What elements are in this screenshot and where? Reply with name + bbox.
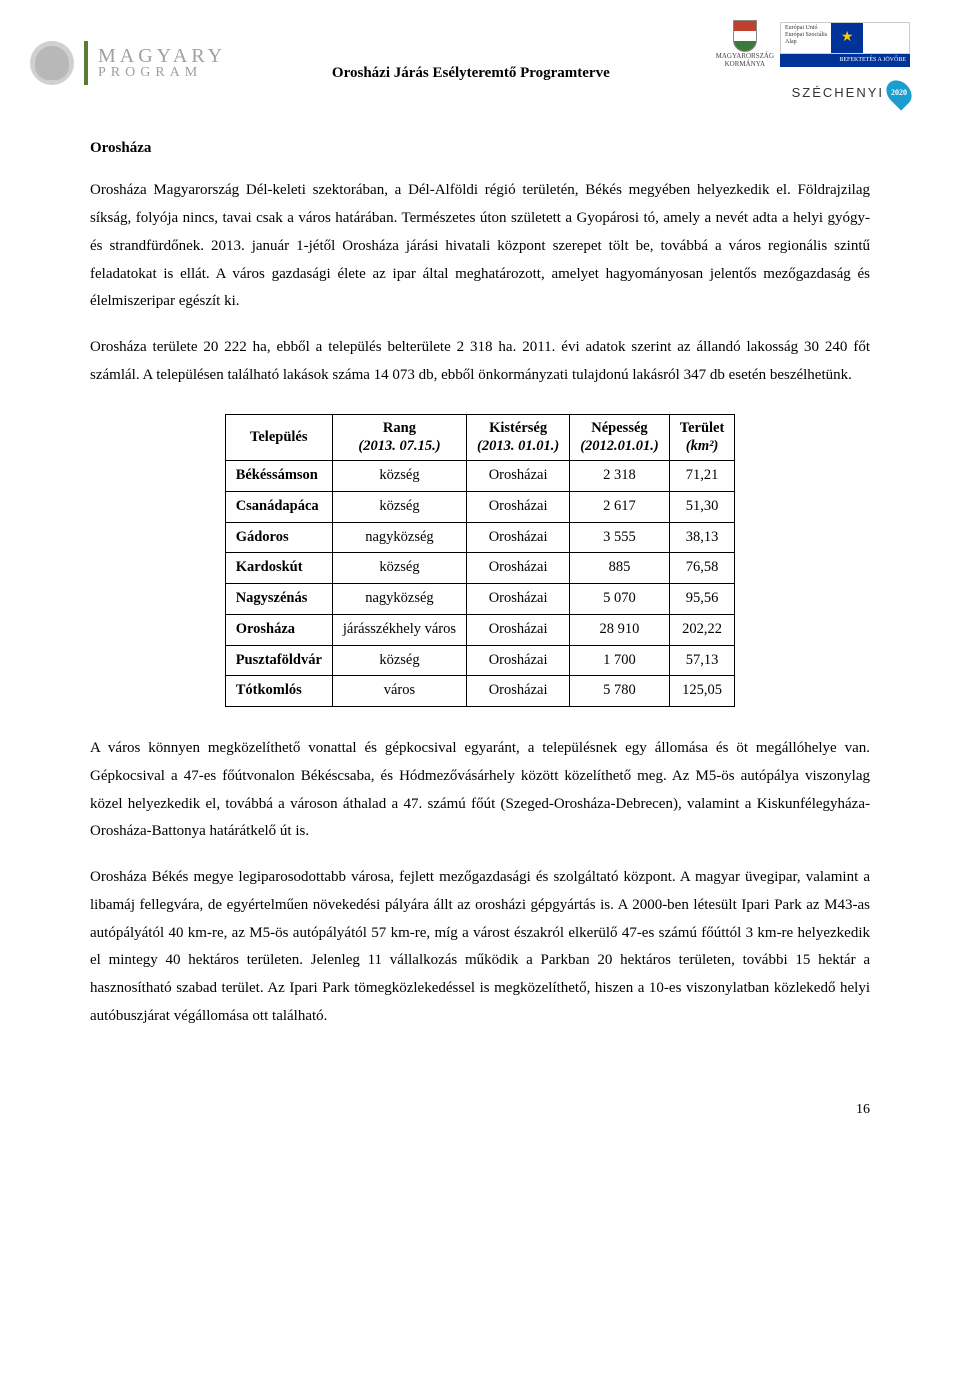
program-name-line2: PROGRAM	[98, 66, 226, 80]
program-name-line1: MAGYARY	[98, 46, 226, 66]
cell-pop: 28 910	[570, 614, 670, 645]
table-row: Csanádapáca község Orosházai 2 617 51,30	[225, 491, 735, 522]
table-body: Békéssámson község Orosházai 2 318 71,21…	[225, 461, 735, 707]
cell-region: Orosházai	[467, 584, 570, 615]
cell-region: Orosházai	[467, 553, 570, 584]
cell-rank: járásszékhely város	[332, 614, 466, 645]
cell-region: Orosházai	[467, 645, 570, 676]
col-rank: Rang(2013. 07.15.)	[332, 414, 466, 461]
cell-rank: község	[332, 461, 466, 492]
cell-area: 51,30	[669, 491, 735, 522]
cell-name: Pusztaföldvár	[225, 645, 332, 676]
szechenyi-label: SZÉCHENYI	[792, 83, 884, 103]
paragraph-4: Orosháza Békés megye legiparosodottabb v…	[90, 864, 870, 1031]
cell-name: Tótkomlós	[225, 676, 332, 707]
page-header: MAGYARY PROGRAM Orosházi Járás Esélytere…	[0, 0, 960, 117]
szechenyi-badge: SZÉCHENYI 2020	[792, 79, 910, 107]
cell-region: Orosházai	[467, 461, 570, 492]
eu-slogan: BEFEKTETÉS A JÖVŐBE	[780, 54, 910, 67]
cell-area: 38,13	[669, 522, 735, 553]
header-badges: MAGYARORSZÁG KORMÁNYA Európai Unió Európ…	[716, 20, 910, 69]
table-row: Pusztaföldvár község Orosházai 1 700 57,…	[225, 645, 735, 676]
document-title: Orosházi Járás Esélyteremtő Programterve	[226, 62, 716, 85]
col-region: Kistérség(2013. 01.01.)	[467, 414, 570, 461]
section-title: Orosháza	[90, 137, 870, 160]
cell-rank: község	[332, 553, 466, 584]
header-left: MAGYARY PROGRAM	[30, 41, 226, 85]
col-population: Népesség(2012.01.01.)	[570, 414, 670, 461]
cell-pop: 5 780	[570, 676, 670, 707]
table-row: Tótkomlós város Orosházai 5 780 125,05	[225, 676, 735, 707]
cell-area: 57,13	[669, 645, 735, 676]
cell-area: 202,22	[669, 614, 735, 645]
cell-area: 95,56	[669, 584, 735, 615]
program-name: MAGYARY PROGRAM	[98, 46, 226, 80]
cell-pop: 2 617	[570, 491, 670, 522]
cell-rank: város	[332, 676, 466, 707]
cell-rank: község	[332, 645, 466, 676]
cell-region: Orosházai	[467, 676, 570, 707]
cell-pop: 885	[570, 553, 670, 584]
cell-rank: nagyközség	[332, 584, 466, 615]
cell-pop: 5 070	[570, 584, 670, 615]
coat-of-arms-icon	[733, 20, 757, 52]
cell-area: 76,58	[669, 553, 735, 584]
cell-pop: 2 318	[570, 461, 670, 492]
cell-pop: 1 700	[570, 645, 670, 676]
eu-badge: Európai Unió Európai Szociális Alap ★ BE…	[780, 22, 910, 67]
table-row: Békéssámson község Orosházai 2 318 71,21	[225, 461, 735, 492]
cell-name: Békéssámson	[225, 461, 332, 492]
cell-pop: 3 555	[570, 522, 670, 553]
page-content: Orosháza Orosháza Magyarország Dél-kelet…	[0, 117, 960, 1089]
eu-fund-text: Európai Unió Európai Szociális Alap	[781, 23, 831, 53]
table-row: Orosháza járásszékhely város Orosházai 2…	[225, 614, 735, 645]
cell-region: Orosházai	[467, 522, 570, 553]
eu-box: Európai Unió Európai Szociális Alap ★	[780, 22, 910, 54]
table-row: Kardoskút község Orosházai 885 76,58	[225, 553, 735, 584]
paragraph-2: Orosháza területe 20 222 ha, ebből a tel…	[90, 334, 870, 390]
page-number: 16	[0, 1089, 960, 1140]
program-logo-icon	[30, 41, 74, 85]
settlements-table: Település Rang(2013. 07.15.) Kistérség(2…	[225, 414, 736, 708]
col-area: Terület(km²)	[669, 414, 735, 461]
cell-area: 71,21	[669, 461, 735, 492]
cell-name: Nagyszénás	[225, 584, 332, 615]
szechenyi-pin-icon: 2020	[881, 75, 916, 110]
paragraph-1: Orosháza Magyarország Dél-keleti szektor…	[90, 177, 870, 316]
gov-text: MAGYARORSZÁG KORMÁNYA	[716, 52, 774, 69]
cell-rank: nagyközség	[332, 522, 466, 553]
gov-badge: MAGYARORSZÁG KORMÁNYA	[716, 20, 774, 69]
logo-divider	[84, 41, 88, 85]
cell-region: Orosházai	[467, 614, 570, 645]
cell-name: Gádoros	[225, 522, 332, 553]
table-row: Nagyszénás nagyközség Orosházai 5 070 95…	[225, 584, 735, 615]
cell-area: 125,05	[669, 676, 735, 707]
header-right: MAGYARORSZÁG KORMÁNYA Európai Unió Európ…	[716, 20, 910, 107]
cell-name: Csanádapáca	[225, 491, 332, 522]
cell-name: Kardoskút	[225, 553, 332, 584]
col-settlement: Település	[225, 414, 332, 461]
paragraph-3: A város könnyen megközelíthető vonattal …	[90, 735, 870, 846]
cell-region: Orosházai	[467, 491, 570, 522]
table-header: Település Rang(2013. 07.15.) Kistérség(2…	[225, 414, 735, 461]
cell-rank: község	[332, 491, 466, 522]
cell-name: Orosháza	[225, 614, 332, 645]
table-row: Gádoros nagyközség Orosházai 3 555 38,13	[225, 522, 735, 553]
eu-flag-icon: ★	[831, 23, 863, 53]
